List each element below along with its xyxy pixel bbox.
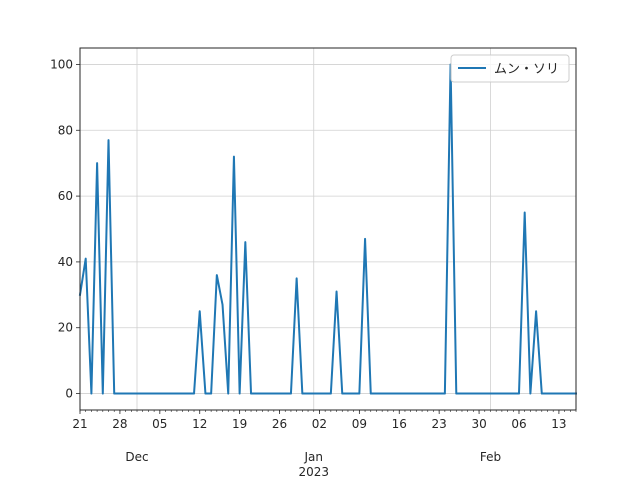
x-tick-label: 06 — [511, 417, 526, 431]
legend-label: ムン・ソリ — [494, 62, 559, 77]
x-tick-label: 02 — [312, 417, 327, 431]
x-tick-label: 30 — [471, 417, 486, 431]
y-tick-label: 40 — [58, 255, 73, 269]
x-tick-label: 09 — [352, 417, 367, 431]
y-tick-label: 80 — [58, 123, 73, 137]
y-tick-label: 60 — [58, 189, 73, 203]
legend: ムン・ソリ — [451, 55, 569, 82]
x-tick-label: 13 — [551, 417, 566, 431]
x-tick-label: 26 — [272, 417, 287, 431]
x-month-label: Dec — [125, 450, 148, 464]
x-tick-label: 12 — [192, 417, 207, 431]
x-tick-label: 21 — [72, 417, 87, 431]
y-tick-label: 20 — [58, 321, 73, 335]
x-tick-label: 05 — [152, 417, 167, 431]
x-year-label: 2023 — [298, 465, 329, 479]
y-tick-label: 0 — [65, 387, 73, 401]
x-month-label: Feb — [480, 450, 501, 464]
x-tick-label: 19 — [232, 417, 247, 431]
y-tick-label: 100 — [50, 57, 73, 71]
x-tick-label: 28 — [112, 417, 127, 431]
x-month-label: Jan — [303, 450, 323, 464]
x-tick-label: 16 — [392, 417, 407, 431]
x-tick-label: 23 — [432, 417, 447, 431]
